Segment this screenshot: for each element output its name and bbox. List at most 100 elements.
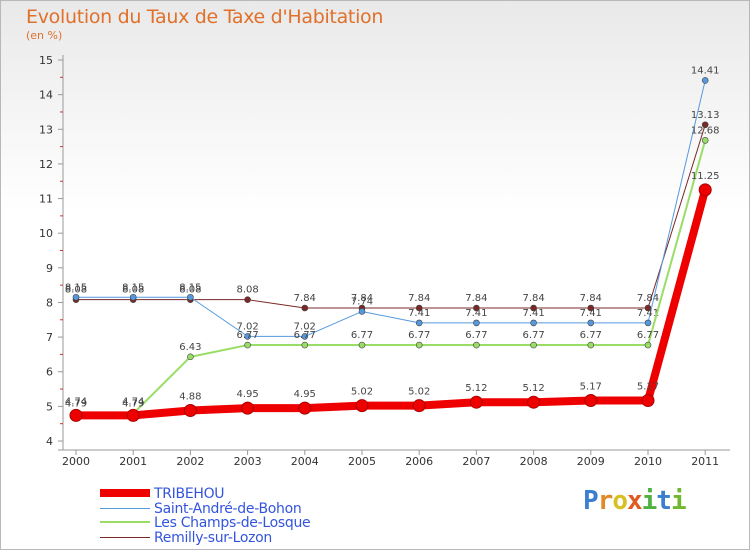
y-tick-label: 9 — [46, 262, 53, 275]
data-label: 6.77 — [294, 330, 316, 341]
data-label: 6.43 — [179, 342, 201, 353]
data-label: 4.74 — [65, 396, 87, 407]
data-label: 6.77 — [236, 330, 258, 341]
logo-letter: i — [670, 486, 687, 516]
data-label: 7.41 — [580, 308, 602, 319]
data-point — [527, 395, 541, 409]
data-label: 8.15 — [179, 282, 201, 293]
data-point — [355, 399, 369, 413]
data-point — [701, 77, 709, 84]
y-tick-label: 15 — [39, 54, 53, 67]
y-tick-label: 8 — [46, 296, 53, 309]
data-label: 6.77 — [408, 330, 430, 341]
legend-swatch — [100, 521, 150, 523]
data-label: 12.68 — [691, 125, 720, 136]
data-label: 4.79 — [122, 399, 144, 410]
y-tick-label: 7 — [46, 331, 53, 344]
data-label: 8.08 — [179, 285, 201, 296]
data-label: 7.84 — [522, 293, 544, 304]
data-point — [69, 408, 83, 422]
data-label: 7.41 — [465, 308, 487, 319]
data-label: 7.02 — [294, 321, 316, 332]
y-tick-label: 12 — [39, 158, 53, 171]
chart-title: Evolution du Taux de Taxe d'Habitation — [26, 6, 384, 28]
data-label: 8.15 — [65, 282, 87, 293]
x-tick-label: 2004 — [291, 455, 319, 468]
logo-letter: x — [626, 486, 643, 516]
x-tick-label: 2006 — [405, 455, 433, 468]
data-label: 4.95 — [294, 389, 316, 400]
series-line — [75, 79, 706, 337]
legend-item: Les Champs-de-Losque — [100, 515, 360, 531]
data-point — [587, 304, 595, 312]
data-point — [698, 183, 712, 197]
data-label: 7.84 — [294, 293, 316, 304]
data-point — [587, 341, 595, 349]
legend-label: Remilly-sur-Lozon — [154, 529, 272, 546]
data-point — [244, 341, 251, 349]
x-tick-label: 2003 — [234, 455, 262, 468]
data-point — [244, 333, 251, 340]
series-line — [75, 124, 706, 309]
x-tick-label: 2009 — [577, 455, 605, 468]
data-label: 7.41 — [408, 308, 430, 319]
x-tick-label: 2011 — [691, 455, 719, 468]
data-label: 6.77 — [522, 330, 544, 341]
x-tick-label: 2000 — [62, 455, 90, 468]
data-point — [244, 296, 251, 303]
data-point — [298, 401, 312, 415]
x-tick-label: 2002 — [176, 455, 204, 468]
logo-letter: o — [612, 486, 628, 516]
data-point — [126, 408, 140, 422]
legend-label: TRIBEHOU — [154, 486, 225, 502]
data-point — [644, 319, 652, 327]
data-point — [415, 341, 423, 349]
data-point — [584, 393, 598, 407]
legend-label: Saint-André-de-Bohon — [154, 500, 302, 517]
y-tick-label: 5 — [46, 400, 53, 413]
legend-swatch — [100, 489, 150, 497]
data-point — [701, 137, 709, 144]
legend-swatch — [100, 536, 150, 538]
y-tick-label: 11 — [39, 193, 53, 206]
data-point — [473, 319, 480, 327]
data-point — [530, 319, 537, 327]
data-label: 11.25 — [691, 171, 720, 182]
data-label: 7.41 — [637, 308, 659, 319]
series-line — [75, 139, 707, 415]
data-point — [358, 308, 366, 315]
data-point — [72, 293, 80, 301]
data-label: 6.77 — [351, 330, 373, 341]
data-point — [301, 333, 309, 340]
data-label: 4.95 — [236, 389, 258, 400]
x-tick-label: 2001 — [119, 455, 147, 468]
legend-item: Remilly-sur-Lozon — [100, 529, 360, 546]
data-point — [301, 341, 309, 349]
data-label: 7.84 — [351, 293, 373, 304]
y-tick-label: 4 — [46, 435, 53, 448]
data-label: 4.88 — [179, 392, 201, 403]
data-point — [641, 393, 655, 407]
data-label: 5.02 — [408, 387, 430, 398]
logo-letter: P — [583, 486, 599, 516]
data-label: 13.13 — [691, 110, 720, 121]
data-label: 7.41 — [522, 308, 544, 319]
proxiti-logo: Proxiti — [583, 486, 687, 516]
legend-item: Saint-André-de-Bohon — [100, 500, 360, 517]
data-label: 5.17 — [580, 381, 602, 392]
data-label: 5.12 — [522, 383, 544, 394]
series-line — [72, 185, 710, 420]
y-tick-label: 14 — [39, 89, 53, 102]
x-tick-label: 2008 — [520, 455, 548, 468]
data-label: 8.08 — [236, 285, 258, 296]
data-point — [587, 319, 595, 327]
data-label: 5.12 — [465, 383, 487, 394]
data-point — [530, 341, 537, 349]
data-point — [241, 401, 255, 415]
data-label: 14.41 — [691, 65, 720, 76]
legend-label: Les Champs-de-Losque — [154, 515, 311, 531]
y-tick-label: 13 — [39, 123, 53, 136]
data-point — [183, 404, 197, 418]
data-point — [301, 304, 309, 312]
data-point — [187, 293, 194, 301]
